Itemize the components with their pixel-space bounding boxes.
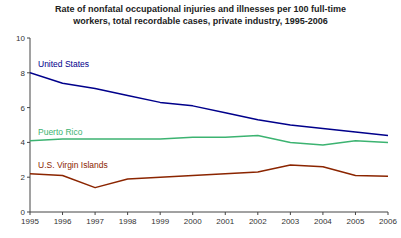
- x-tick: [160, 212, 161, 215]
- x-tick: [127, 212, 128, 215]
- x-tick: [257, 212, 258, 215]
- x-tick: [225, 212, 226, 215]
- x-tick-label: 1998: [119, 217, 137, 226]
- x-tick-label: 1999: [151, 217, 169, 226]
- x-tick-label: 2001: [216, 217, 234, 226]
- x-tick: [355, 212, 356, 215]
- series-line: [30, 73, 388, 136]
- y-tick: [27, 72, 30, 73]
- x-tick-label: 1996: [54, 217, 72, 226]
- x-tick-label: 2006: [379, 217, 397, 226]
- x-tick-label: 1995: [21, 217, 39, 226]
- series-line: [30, 135, 388, 145]
- title-line: Rate of nonfatal occupational injuries a…: [55, 4, 346, 14]
- y-tick: [27, 177, 30, 178]
- title: Rate of nonfatal occupational injuries a…: [55, 4, 346, 26]
- y-tick-label: 2: [21, 173, 26, 182]
- plot-area: [30, 73, 388, 188]
- x-tick-label: 2005: [347, 217, 365, 226]
- y-tick: [27, 142, 30, 143]
- y-axis: [30, 38, 31, 212]
- x-tick-label: 2002: [249, 217, 267, 226]
- x-tick: [388, 212, 389, 215]
- title-line: workers, total recordable cases, private…: [72, 16, 327, 26]
- x-tick: [322, 212, 323, 215]
- x-tick-label: 2004: [314, 217, 332, 226]
- y-tick-label: 0: [21, 208, 26, 217]
- x-tick: [62, 212, 63, 215]
- x-tick: [192, 212, 193, 215]
- y-tick: [27, 38, 30, 39]
- y-tick-label: 8: [21, 69, 26, 78]
- x-tick-label: 2000: [184, 217, 202, 226]
- series-label: U.S. Virgin Islands: [38, 160, 108, 170]
- y-tick-label: 10: [16, 34, 25, 43]
- x-tick-label: 1997: [86, 217, 104, 226]
- chart: Rate of nonfatal occupational injuries a…: [0, 0, 401, 238]
- series-label: United States: [38, 59, 89, 69]
- x-axis: [30, 212, 388, 213]
- x-tick: [95, 212, 96, 215]
- x-tick: [30, 212, 31, 215]
- x-tick-label: 2003: [281, 217, 299, 226]
- y-tick-label: 4: [21, 138, 26, 147]
- x-tick: [290, 212, 291, 215]
- series-label: Puerto Rico: [38, 127, 83, 137]
- y-tick: [27, 107, 30, 108]
- y-tick-label: 6: [21, 104, 26, 113]
